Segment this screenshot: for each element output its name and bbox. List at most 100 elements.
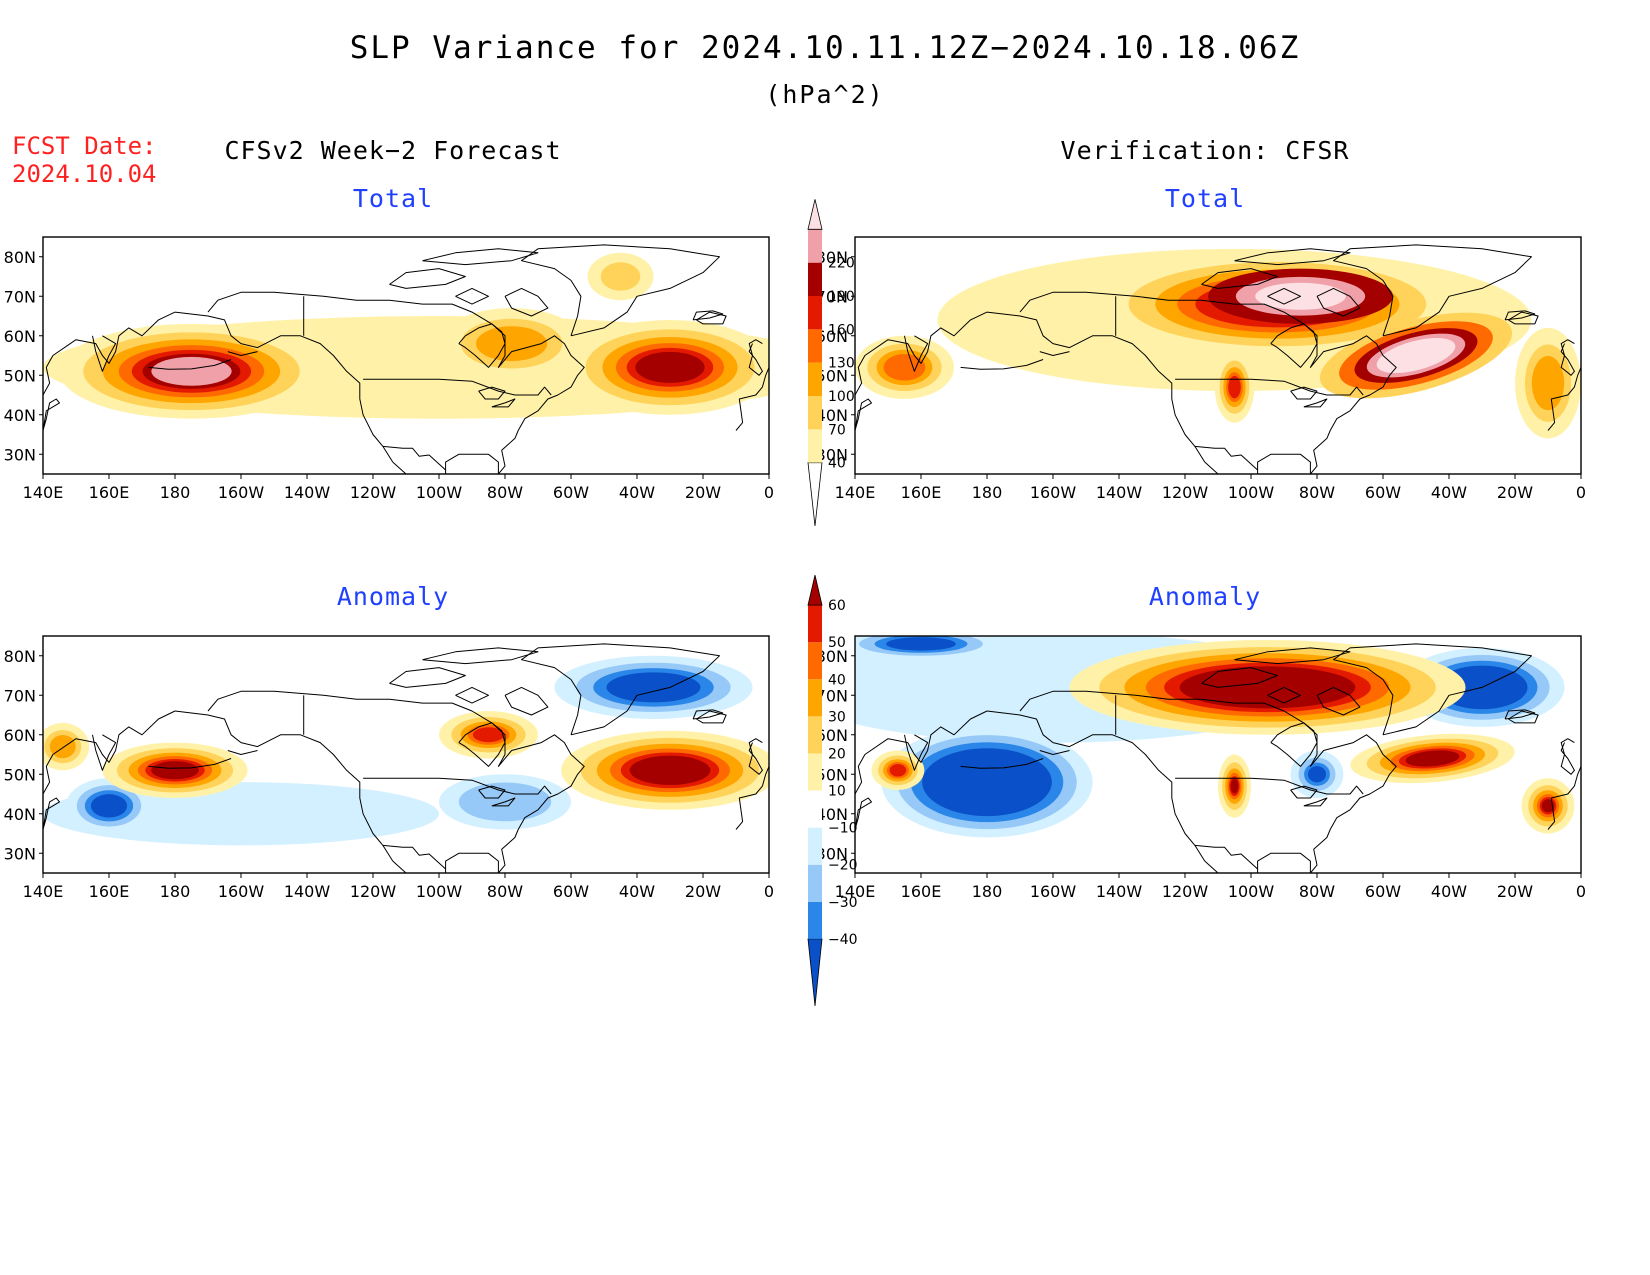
lat-tick-label: 60N [4,726,36,745]
coastlines [43,643,769,873]
colorbar-top-triangle [807,199,823,230]
colorbar-label: 10 [828,784,846,800]
lon-tick-label: 160E [89,483,130,502]
colorbar-label: 220 [828,256,855,272]
colorbar-label: 40 [828,456,846,472]
lon-tick-label: 140W [284,882,331,901]
lat-tick-label: 60N [816,327,848,346]
verification-total-label: Total [1164,184,1246,213]
lat-tick-label: 70N [4,287,36,306]
lon-tick-label: 60W [553,483,589,502]
colorbar-swatch [808,605,822,643]
lon-tick-label: 80W [1299,882,1335,901]
lon-tick-label: 60W [1365,882,1401,901]
verification-anomaly-map: 80N 70N 60N 50N 40N 30N 140E 160E 180 160W 140W 120… [816,635,1586,901]
lat-tick-label: 40N [816,406,848,425]
map-frame [854,635,1582,874]
forecast-column-title: CFSv2 Week−2 Forecast [224,136,562,165]
lat-tick-label: 80N [4,647,36,666]
lon-tick-label: 0 [764,882,774,901]
map-frame [854,236,1582,475]
colorbar-swatch [808,864,822,902]
colorbar-swatch [808,901,822,939]
colorbar-swatch [808,296,822,330]
lon-tick-label: 80W [487,882,523,901]
colorbar-bottom-triangle [807,938,823,1007]
anomaly-colorbar: −40 −30 −20 −10 10 20 30 40 50 60 [807,575,858,1007]
lon-tick-label: 60W [553,882,589,901]
forecast-total-map: 80N 70N 60N 50N 40N 30N 140E 160E 180 160W 140W 120… [4,236,774,502]
colorbar-label: 50 [828,635,846,651]
lat-tick-label: 30N [4,445,36,464]
lon-tick-label: 160W [218,483,265,502]
lon-tick-label: 0 [1576,882,1586,901]
lat-tick-label: 70N [816,287,848,306]
forecast-anomaly-map: 80N 70N 60N 50N 40N 30N 140E 160E 180 160W 140W 120… [4,635,774,901]
lon-tick-label: 120W [350,483,397,502]
colorbar-label: 100 [828,389,855,405]
lon-tick-label: 60W [1365,483,1401,502]
lon-tick-label: 140E [835,483,876,502]
lat-tick-label: 40N [4,406,36,425]
colorbar-label: 70 [828,422,846,438]
colorbar-swatch [808,716,822,754]
units-label: (hPa^2) [765,80,885,109]
colorbar-swatch [808,642,822,680]
lon-tick-label: 120W [1162,882,1209,901]
lat-tick-label: 40N [816,805,848,824]
colorbar-swatch [808,753,822,791]
colorbar-swatch [808,679,822,717]
colorbar-label: 40 [828,672,846,688]
lon-tick-label: 160W [1030,483,1077,502]
lat-tick-label: 50N [4,366,36,385]
colorbar-label: 30 [828,709,846,725]
lat-tick-label: 30N [4,844,36,863]
lat-tick-label: 50N [816,366,848,385]
lon-tick-label: 160E [901,483,942,502]
colorbar-label: −40 [828,932,858,948]
lon-tick-label: 160W [218,882,265,901]
lon-tick-label: 140W [284,483,331,502]
colorbar-label: −30 [828,895,858,911]
total-colorbar: 40 70 100 130 160 190 220 [807,199,855,527]
lon-tick-label: 20W [1497,483,1533,502]
colorbar-bottom-triangle [807,462,823,527]
lon-tick-label: 120W [1162,483,1209,502]
lon-tick-label: 160E [89,882,130,901]
fcst-date-value: 2024.10.04 [12,160,157,188]
lon-tick-label: 0 [1576,483,1586,502]
lon-tick-label: 180 [160,483,191,502]
lon-tick-label: 40W [619,882,655,901]
colorbar-label: 190 [828,289,855,305]
lon-tick-label: 40W [1431,483,1467,502]
lat-tick-label: 60N [816,726,848,745]
lon-tick-label: 80W [1299,483,1335,502]
map-frame [42,236,770,475]
lat-tick-label: 80N [816,647,848,666]
fcst-date-label: FCST Date: [12,132,157,160]
lat-tick-label: 70N [816,686,848,705]
lat-tick-label: 50N [4,765,36,784]
colorbar-top-triangle [807,575,823,606]
lon-tick-label: 20W [685,483,721,502]
lon-tick-label: 160E [901,882,942,901]
forecast-total-label: Total [352,184,434,213]
lon-tick-label: 140W [1096,483,1143,502]
lon-tick-label: 100W [416,882,463,901]
lon-tick-label: 100W [1228,882,1275,901]
lat-tick-label: 30N [816,445,848,464]
lon-tick-label: 80W [487,483,523,502]
colorbar-swatch [808,396,822,430]
lon-tick-label: 140E [835,882,876,901]
lat-tick-label: 60N [4,327,36,346]
lat-tick-label: 30N [816,844,848,863]
lat-tick-label: 80N [816,248,848,267]
lon-tick-label: 140E [23,483,64,502]
verification-column-title: Verification: CFSR [1060,136,1350,165]
lat-tick-label: 80N [4,248,36,267]
colorbar-swatch [808,429,822,463]
lat-tick-label: 70N [4,686,36,705]
lon-tick-label: 0 [764,483,774,502]
forecast-anomaly-label: Anomaly [336,582,450,611]
colorbar-swatch [808,229,822,263]
